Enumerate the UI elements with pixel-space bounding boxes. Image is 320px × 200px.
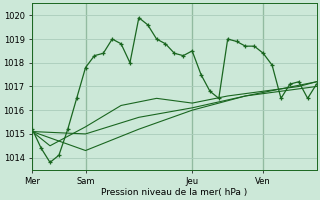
X-axis label: Pression niveau de la mer( hPa ): Pression niveau de la mer( hPa ): [101, 188, 247, 197]
